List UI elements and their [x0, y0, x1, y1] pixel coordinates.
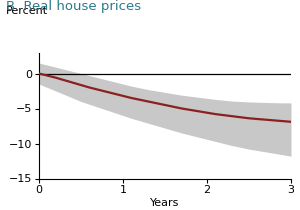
- X-axis label: Years: Years: [150, 198, 180, 208]
- Text: Percent: Percent: [6, 6, 48, 16]
- Text: B. Real house prices: B. Real house prices: [6, 0, 141, 13]
